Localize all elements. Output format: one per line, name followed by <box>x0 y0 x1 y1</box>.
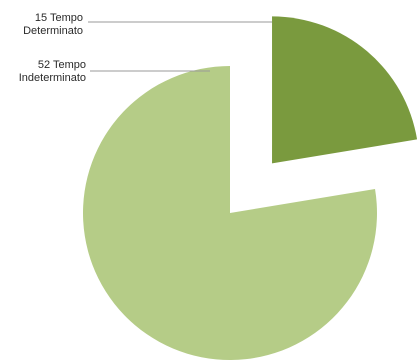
data-label-tempo-determinato: 15 Tempo Determinato <box>23 12 83 37</box>
labels-layer: 15 Tempo Determinato 52 Tempo Indeterminato <box>19 12 272 84</box>
data-label-line: 52 Tempo <box>38 59 86 71</box>
data-label-line: 15 Tempo <box>35 12 83 24</box>
data-label-line: Determinato <box>23 25 83 37</box>
slices-layer <box>83 16 417 360</box>
data-label-tempo-indeterminato: 52 Tempo Indeterminato <box>19 59 86 84</box>
data-label-line: Indeterminato <box>19 72 86 84</box>
pie-slice-tempo-determinato <box>272 16 417 164</box>
pie-slice-tempo-indeterminato <box>83 66 378 360</box>
